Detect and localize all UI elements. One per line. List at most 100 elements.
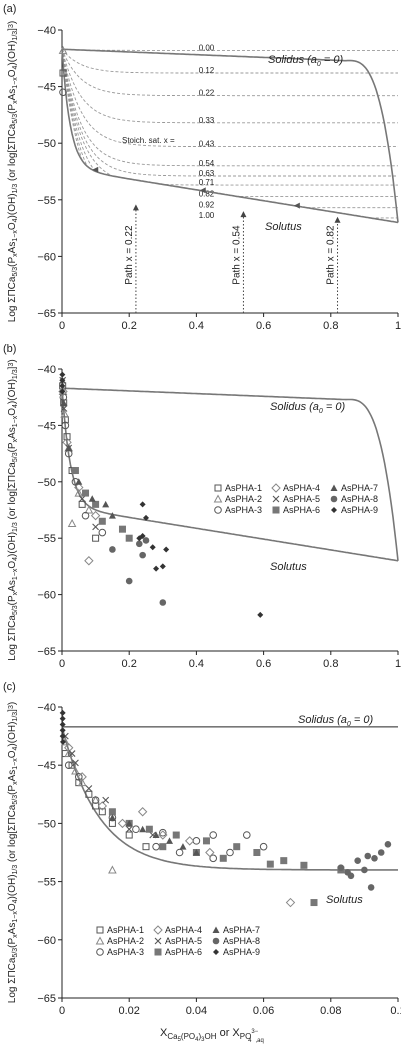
- data-point: [192, 849, 200, 856]
- y-axis-label-part: O: [7, 408, 18, 416]
- stoich-isoline: [61, 49, 398, 148]
- data-point: [243, 831, 251, 839]
- path-label: Path x = 0.22: [124, 225, 135, 285]
- data-point: [159, 828, 167, 837]
- y-axis-label-part: 5/3: [12, 114, 19, 124]
- legend-entry: AsPHA-2: [107, 936, 144, 946]
- y-axis-label-part: 5/3: [12, 948, 19, 958]
- solidus-label-part: = 0): [351, 714, 374, 726]
- data-point: [91, 796, 100, 804]
- y-axis-label-part: (P: [7, 104, 18, 114]
- stoich-isoline: [61, 49, 398, 177]
- path-label: Path x = 0.54: [231, 225, 242, 285]
- legend-marker: [96, 926, 104, 934]
- y-axis-label-part: (P: [7, 442, 18, 452]
- isoline-label: 0.33: [199, 116, 215, 125]
- y-axis-label-part: (P: [7, 785, 18, 795]
- data-point: [59, 382, 66, 389]
- x-tick-label: 0.06: [253, 1005, 274, 1017]
- data-point: [64, 743, 74, 753]
- panel-label-c: (c): [3, 681, 16, 693]
- stoich-label: Stoich. sat. x =: [122, 136, 175, 145]
- y-axis-label-part: ): [7, 702, 18, 705]
- data-point: [337, 864, 345, 871]
- y-axis-label-part: ): [7, 21, 18, 24]
- data-point: [92, 523, 99, 531]
- y-axis-label-part: 1/3: [12, 865, 19, 875]
- y-axis-label-part: 5/3: [12, 267, 19, 277]
- data-point: [75, 478, 83, 485]
- y-axis-label-part: x: [12, 438, 19, 442]
- data-point: [202, 837, 210, 845]
- legend-marker: [330, 495, 338, 503]
- x-tick-label: 1: [395, 320, 401, 332]
- solutus-label: Solutus: [270, 561, 307, 573]
- y-tick-label: −45: [37, 420, 56, 432]
- data-point: [139, 501, 146, 508]
- y-axis-label-part: )(OH): [7, 532, 18, 557]
- y-axis-label-part: 4: [12, 65, 19, 69]
- data-point: [58, 386, 68, 397]
- y-axis-label-part: (or log[ΣΠCa: [7, 462, 18, 523]
- y-axis-label-part: 1/3: [12, 522, 19, 532]
- data-point: [59, 721, 66, 728]
- data-point: [102, 796, 110, 804]
- data-point: [125, 577, 133, 585]
- y-axis-label-part: 1/3: [12, 712, 19, 722]
- data-point: [300, 861, 308, 869]
- y-tick-label: −65: [37, 993, 56, 1005]
- y-axis-label-part: As: [7, 770, 18, 782]
- y-axis-label-part: O: [7, 750, 18, 758]
- x-tick-label: 0.6: [256, 320, 271, 332]
- y-tick-label: −60: [37, 251, 56, 263]
- data-point: [64, 761, 73, 770]
- data-point: [184, 836, 195, 846]
- y-tick-label: −50: [37, 138, 56, 150]
- path-arrow: [334, 216, 341, 223]
- data-point: [59, 733, 66, 740]
- data-point: [125, 831, 133, 839]
- isoline-label: 0.92: [199, 201, 215, 210]
- data-point: [81, 511, 90, 520]
- isoline-label: 0.54: [199, 159, 215, 168]
- y-axis-label-part: 5/3: [12, 452, 19, 462]
- data-point: [179, 843, 187, 850]
- axis-marker: [59, 69, 67, 77]
- legend-marker: [95, 936, 105, 945]
- axis-marker: [58, 45, 68, 54]
- data-point: [108, 814, 116, 821]
- y-axis-label-part: 4: [12, 218, 19, 222]
- stoich-isoline: [61, 49, 398, 124]
- data-point: [108, 865, 117, 874]
- y-tick-label: −55: [37, 877, 56, 889]
- y-axis-label-part: Log ΣΠCa: [7, 276, 18, 322]
- data-point: [117, 818, 128, 829]
- isoline-label: 0.43: [199, 140, 215, 149]
- y-axis-label-part: 1/3: [12, 369, 19, 379]
- legend-marker: [212, 926, 220, 933]
- legend-entry: AsPHA-2: [225, 494, 262, 504]
- y-tick-label: −45: [37, 82, 56, 94]
- y-axis-label-part: 1−x: [12, 911, 19, 923]
- y-axis-label: Log ΣΠCa5/3(PxAs1−xO4)(OH)1/3 (or log[ΣΠ…: [7, 702, 19, 1003]
- y-axis-label-part: Log ΣΠCa: [7, 957, 18, 1003]
- y-axis-label-part: ]: [7, 366, 18, 369]
- stoich-isoline: [61, 48, 398, 74]
- data-point: [166, 837, 174, 844]
- data-point: [60, 409, 70, 418]
- solidus-label-part: Solidus (a: [268, 54, 317, 66]
- data-point: [98, 528, 107, 537]
- data-point: [65, 444, 73, 451]
- isoline-label: 0.71: [199, 178, 215, 187]
- path-arrow: [240, 211, 247, 218]
- data-point: [60, 399, 68, 406]
- legend-marker: [154, 937, 162, 945]
- y-axis-label-part: As: [7, 89, 18, 101]
- data-point: [85, 790, 93, 798]
- isoline-label: 1.00: [199, 211, 215, 220]
- y-axis-label-part: O: [7, 561, 18, 569]
- isoline-label: 0.12: [199, 66, 215, 75]
- legend-marker: [271, 483, 281, 493]
- solutus-arrow: [293, 202, 300, 209]
